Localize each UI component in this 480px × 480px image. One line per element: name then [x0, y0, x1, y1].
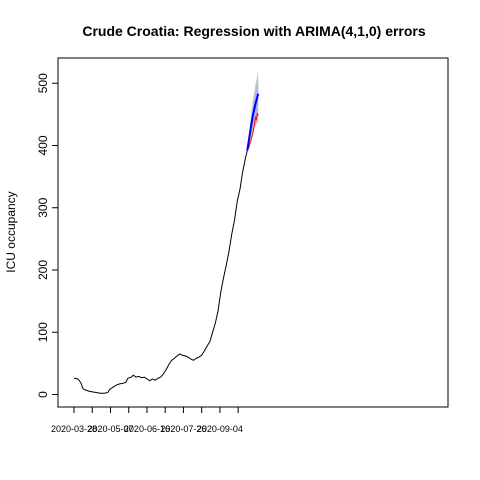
x-axis: 2020-03-282020-05-072020-06-162020-07-26… — [51, 406, 243, 434]
observed-line — [73, 150, 248, 394]
series-lines — [73, 93, 260, 394]
y-tick-label: 400 — [36, 135, 50, 155]
x-tick-label: 2020-06-16 — [124, 424, 170, 434]
y-tick-label: 200 — [36, 260, 50, 280]
forecast-line — [246, 93, 260, 151]
x-tick-label: 2020-03-28 — [51, 424, 97, 434]
y-tick-label: 300 — [36, 197, 50, 217]
x-tick-label: 2020-05-07 — [87, 424, 133, 434]
actual-line — [246, 112, 259, 151]
y-axis-label: ICU occupancy — [4, 191, 18, 272]
y-tick-label: 500 — [36, 73, 50, 93]
y-tick-label: 0 — [36, 391, 50, 398]
y-tick-label: 100 — [36, 322, 50, 342]
y-axis: 0 100 200 300 400 500 — [36, 73, 59, 398]
x-tick-label: 2020-09-04 — [197, 424, 243, 434]
x-tick-label: 2020-07-26 — [160, 424, 206, 434]
chart-title: Crude Croatia: Regression with ARIMA(4,1… — [82, 23, 426, 39]
